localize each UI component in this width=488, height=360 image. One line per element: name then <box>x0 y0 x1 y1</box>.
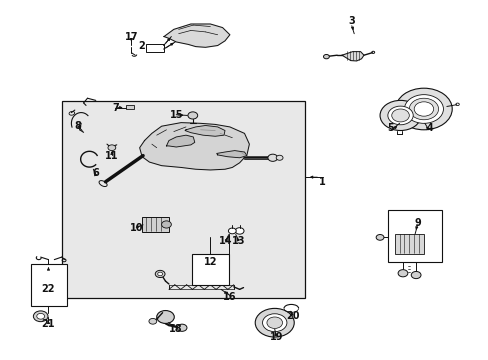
Polygon shape <box>184 126 224 136</box>
Text: 21: 21 <box>41 319 55 329</box>
Bar <box>387 211 441 262</box>
Text: 18: 18 <box>169 324 183 334</box>
Text: 11: 11 <box>105 151 119 161</box>
Circle shape <box>37 314 44 319</box>
Text: 7: 7 <box>112 103 119 113</box>
Circle shape <box>177 324 186 331</box>
Text: 14: 14 <box>219 236 232 246</box>
Circle shape <box>387 106 412 125</box>
Circle shape <box>262 314 286 332</box>
Circle shape <box>375 234 383 240</box>
Circle shape <box>413 102 433 116</box>
Text: 6: 6 <box>92 168 99 178</box>
Text: 16: 16 <box>223 292 236 302</box>
Text: 2: 2 <box>139 41 145 50</box>
Text: 19: 19 <box>269 332 283 342</box>
Text: 12: 12 <box>203 257 217 267</box>
Polygon shape <box>166 135 194 147</box>
Circle shape <box>397 270 407 277</box>
Text: 1: 1 <box>319 177 325 187</box>
Text: 15: 15 <box>169 111 183 121</box>
Circle shape <box>267 154 277 161</box>
Circle shape <box>255 309 294 337</box>
Text: 20: 20 <box>286 311 300 321</box>
Circle shape <box>391 109 408 122</box>
Bar <box>146 44 163 51</box>
Circle shape <box>157 311 174 323</box>
Circle shape <box>158 272 162 276</box>
Text: 13: 13 <box>231 236 245 246</box>
Text: 5: 5 <box>386 123 393 133</box>
Circle shape <box>323 54 329 59</box>
Polygon shape <box>341 51 363 61</box>
Circle shape <box>395 88 451 130</box>
Text: 3: 3 <box>347 16 354 26</box>
Bar <box>61 101 305 298</box>
Circle shape <box>149 319 157 324</box>
Circle shape <box>108 145 116 150</box>
Circle shape <box>379 100 420 131</box>
Text: 10: 10 <box>129 224 142 233</box>
Bar <box>125 105 134 109</box>
Text: 4: 4 <box>426 123 432 133</box>
Polygon shape <box>216 150 246 158</box>
Circle shape <box>266 317 282 328</box>
Polygon shape <box>140 123 249 170</box>
Bar <box>192 254 228 285</box>
Circle shape <box>276 155 283 160</box>
Bar <box>31 264 66 306</box>
Circle shape <box>404 95 443 123</box>
Text: 9: 9 <box>413 218 420 228</box>
Circle shape <box>155 270 164 278</box>
Polygon shape <box>163 24 229 47</box>
Bar <box>394 234 423 253</box>
Text: 8: 8 <box>74 121 81 131</box>
Circle shape <box>408 98 438 120</box>
Circle shape <box>33 311 48 321</box>
Circle shape <box>235 228 244 234</box>
Circle shape <box>410 271 420 279</box>
Bar <box>142 217 168 232</box>
Circle shape <box>187 112 197 119</box>
Text: 22: 22 <box>41 284 55 294</box>
Text: 17: 17 <box>124 32 138 41</box>
Circle shape <box>161 221 171 228</box>
Circle shape <box>228 228 236 234</box>
